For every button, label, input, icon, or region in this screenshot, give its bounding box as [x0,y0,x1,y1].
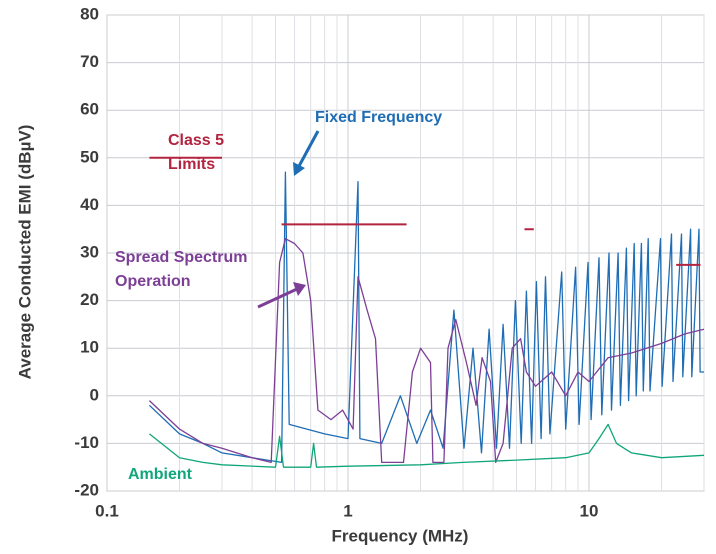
y-tick-label: 60 [80,100,99,119]
arrow [257,287,298,309]
y-tick-label: 80 [80,4,99,23]
series-label: Fixed Frequency [315,109,442,126]
y-tick-label: 0 [90,385,99,404]
y-tick-label: 20 [80,290,99,309]
y-tick-label: 40 [80,195,99,214]
y-tick-label: -10 [74,433,99,452]
series-line [148,238,705,464]
series-line [148,171,704,464]
grid [106,14,705,492]
arrow [296,130,320,169]
y-axis-title: Average Conducted EMI (dBµV) [15,125,34,380]
arrow-head [293,162,305,176]
y-tick-label: -20 [74,480,99,499]
series-line [148,423,705,468]
x-tick-label: 10 [580,501,599,520]
y-tick-label: 10 [80,338,99,357]
arrow-head [293,282,306,296]
arrows [257,130,320,309]
y-tick-label: 30 [80,242,99,261]
series-label: Spread Spectrum Operation [115,249,247,290]
y-tick-label: 70 [80,52,99,71]
x-tick-label: 1 [343,501,352,520]
x-axis-title: Frequency (MHz) [332,526,469,545]
series-label: Ambient [128,466,193,483]
series-lines [148,156,705,468]
series-label: Class 5 Limits [168,132,224,173]
series-line [149,156,701,266]
x-tick-label: 0.1 [95,501,119,520]
y-tick-label: 50 [80,147,99,166]
